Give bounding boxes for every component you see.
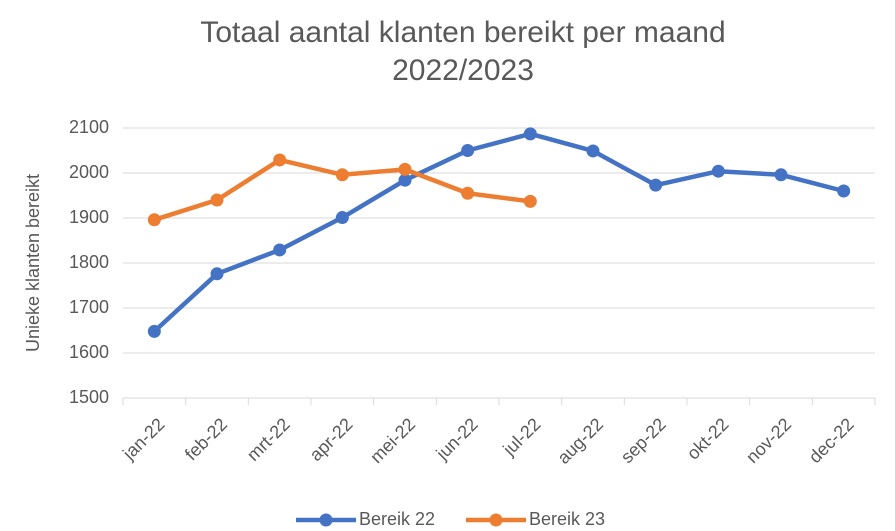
data-point xyxy=(398,162,412,176)
data-point xyxy=(461,144,475,157)
data-point xyxy=(147,213,161,227)
data-point xyxy=(210,193,224,207)
x-tick-label: nov-22 xyxy=(742,414,795,467)
y-tick-label: 1600 xyxy=(69,342,109,362)
data-point xyxy=(210,267,224,281)
x-tick-label: aug-22 xyxy=(553,414,607,468)
data-point xyxy=(586,144,600,158)
data-point xyxy=(523,194,537,208)
data-point xyxy=(837,184,851,198)
x-tick-label: jan-22 xyxy=(118,414,168,464)
data-point xyxy=(649,178,663,192)
legend-label: Bereik 22 xyxy=(359,509,435,529)
chart-title: Totaal aantal klanten bereikt per maand … xyxy=(200,16,726,87)
data-point xyxy=(398,173,412,187)
data-point xyxy=(273,153,287,167)
data-point xyxy=(523,127,537,141)
x-tick-label: apr-22 xyxy=(306,414,357,465)
y-tick-label: 2100 xyxy=(69,117,109,137)
legend-label: Bereik 23 xyxy=(529,509,605,529)
x-tick-label: jul-22 xyxy=(499,414,545,460)
x-tick-label: jun-22 xyxy=(432,414,482,464)
y-tick-label: 1500 xyxy=(69,387,109,407)
x-tick-label: feb-22 xyxy=(181,414,231,464)
y-tick-label: 1700 xyxy=(69,297,109,317)
x-tick-label: sep-22 xyxy=(617,414,670,467)
data-point xyxy=(335,211,349,225)
data-point xyxy=(774,168,788,182)
series-line xyxy=(152,131,845,334)
x-tick-label: mei-22 xyxy=(366,414,419,467)
x-tick-label: mrt-22 xyxy=(243,414,294,465)
legend-marker xyxy=(489,513,503,527)
data-point xyxy=(273,243,287,257)
data-point xyxy=(711,164,725,178)
data-point xyxy=(147,324,161,338)
y-axis-label: Unieke klanten bereikt xyxy=(23,174,43,352)
y-tick-label: 1800 xyxy=(69,252,109,272)
data-point xyxy=(335,168,349,182)
x-tick-label: dec-22 xyxy=(805,414,858,467)
y-tick-label: 1900 xyxy=(69,207,109,227)
y-tick-label: 2000 xyxy=(69,162,109,182)
data-point xyxy=(461,186,475,200)
legend-marker xyxy=(319,513,333,527)
x-tick-label: okt-22 xyxy=(683,414,733,464)
